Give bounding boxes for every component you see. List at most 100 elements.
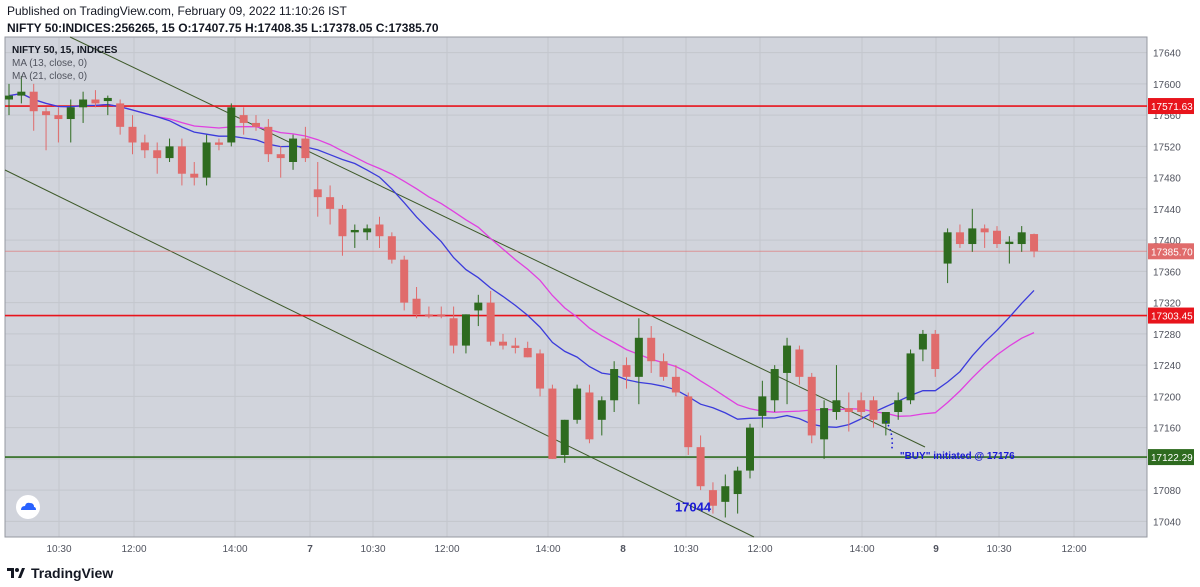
candle-body [1030, 234, 1039, 252]
candle-body [993, 230, 1001, 245]
candle-body [91, 99, 100, 104]
footer-brand-label: TradingView [31, 565, 114, 581]
candle-body [968, 228, 977, 245]
candle-body [424, 314, 433, 316]
candle-body [659, 361, 668, 377]
candle-body [807, 376, 816, 436]
time-tick-label: 14:00 [535, 544, 560, 555]
price-level-label: 17303.45 [1151, 312, 1193, 323]
low-value: 17378.05 [322, 21, 373, 35]
candle-body [684, 396, 693, 448]
time-tick-label: 10:30 [46, 544, 71, 555]
time-tick-label: 9 [933, 544, 939, 555]
price-level-label: 17571.63 [1151, 102, 1193, 113]
legend-title: NIFTY 50, 15, INDICES [12, 45, 118, 56]
price-level-badge [1148, 243, 1194, 260]
candle-body [412, 298, 421, 315]
time-tick-label: 7 [307, 544, 313, 555]
buy-annotation: "BUY" initiated @ 17176 [900, 451, 1015, 462]
candle-body [955, 232, 964, 245]
open-value: 17407.75 [191, 21, 242, 35]
published-caption: Published on TradingView.com, February 0… [7, 4, 347, 18]
candle-body [980, 228, 989, 233]
candle-body [79, 99, 88, 108]
candle-body [449, 318, 458, 346]
candle-body [597, 400, 606, 420]
candle-body [499, 341, 507, 346]
candle-body [17, 91, 26, 96]
candle-body [140, 142, 149, 151]
candle-body [153, 150, 162, 159]
candle-body [227, 107, 236, 143]
candle-body [906, 353, 915, 401]
candle-body [523, 347, 532, 358]
close-label: C: [375, 21, 389, 35]
candle-body [103, 97, 112, 102]
price-tick-label: 17080 [1153, 486, 1181, 497]
candle-body [29, 91, 38, 112]
candle-body [832, 400, 841, 412]
candle-body [844, 408, 853, 412]
candle-body [486, 302, 495, 342]
candle-body [128, 126, 137, 143]
candle-body [647, 337, 656, 362]
candle-body [42, 111, 51, 116]
price-tick-label: 17280 [1153, 330, 1181, 341]
time-tick-label: 12:00 [1061, 544, 1086, 555]
time-tick-label: 10:30 [673, 544, 698, 555]
time-tick-label: 8 [620, 544, 626, 555]
legend-ma13: MA (13, close, 0) [12, 58, 87, 69]
candle-body [511, 345, 520, 348]
candle-body [116, 103, 125, 127]
tv-watermark-icon [16, 495, 40, 519]
candle-body [560, 419, 569, 455]
time-tick-label: 10:30 [986, 544, 1011, 555]
ohlc-header: NIFTY 50:INDICES:256265, 15 O:17407.75 H… [7, 21, 439, 35]
candle-body [437, 314, 446, 316]
candle-body [548, 388, 557, 459]
low-annotation: 17044 [675, 499, 712, 514]
candlestick-chart[interactable]: 1704017080171201716017200172401728017320… [0, 0, 1200, 560]
price-level-badge [1148, 98, 1194, 115]
symbol-label: NIFTY 50:INDICES:256265, 15 [7, 21, 175, 35]
candle-body [894, 400, 903, 412]
price-tick-label: 17360 [1153, 267, 1181, 278]
legend-ma21: MA (21, close, 0) [12, 71, 87, 82]
price-level-badge [1148, 307, 1194, 324]
candle-body [708, 490, 717, 506]
time-tick-label: 14:00 [222, 544, 247, 555]
candle-body [770, 369, 779, 401]
candle-body [1005, 241, 1014, 245]
candle-body [671, 376, 680, 393]
candle-body [54, 115, 63, 120]
price-tick-label: 17160 [1153, 424, 1181, 435]
candle-body [881, 412, 890, 424]
candle-body [931, 333, 940, 370]
price-level-badge [1148, 449, 1194, 466]
candle-body [783, 345, 792, 373]
time-tick-label: 12:00 [121, 544, 146, 555]
candle-body [264, 126, 273, 155]
candle-body [634, 337, 643, 377]
candle-body [289, 138, 298, 162]
candle-body [400, 259, 409, 303]
candle-body [918, 333, 927, 350]
price-level-label: 17385.70 [1151, 247, 1193, 258]
high-label: H: [244, 21, 258, 35]
price-tick-label: 17480 [1153, 174, 1181, 185]
candle-body [585, 392, 594, 440]
candle-body [375, 224, 384, 237]
candle-body [474, 302, 483, 311]
candle-body [5, 95, 13, 100]
price-tick-label: 17600 [1153, 80, 1181, 91]
price-tick-label: 17640 [1153, 49, 1181, 60]
time-tick-label: 14:00 [849, 544, 874, 555]
candle-body [1017, 232, 1026, 245]
price-tick-label: 17320 [1153, 299, 1181, 310]
candle-body [326, 197, 335, 209]
candle-body [869, 400, 878, 420]
candle-body [350, 229, 359, 233]
candle-body [795, 349, 804, 377]
time-tick-label: 12:00 [747, 544, 772, 555]
price-tick-label: 17400 [1153, 236, 1181, 247]
